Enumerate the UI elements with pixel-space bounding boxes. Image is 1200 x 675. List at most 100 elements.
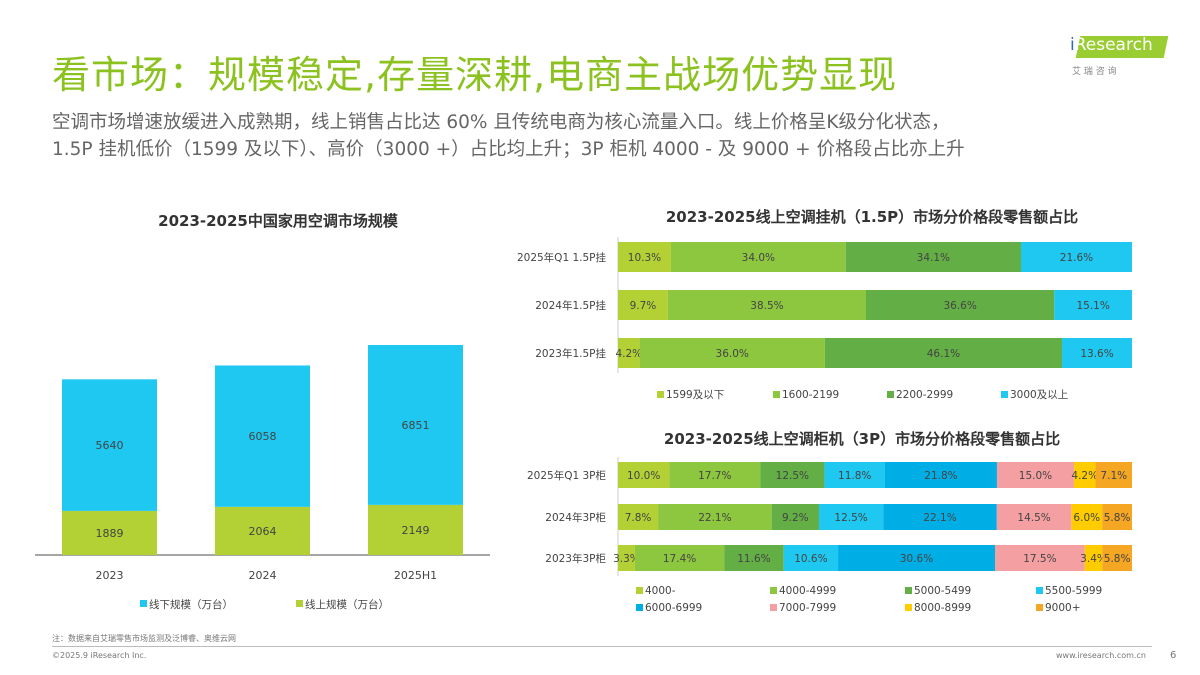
chart-title-1p5: 2023-2025线上空调挂机（1.5P）市场分价格段零售额占比 [665,208,1079,226]
subtitle-line-1: 空调市场增速放缓进入成熟期，线上销售占比达 60% 且传统电商为核心流量入口。线… [52,112,950,133]
category-label: 2023年3P柜 [545,552,606,565]
data-label: 7.1% [1100,470,1127,482]
bar-segment [771,504,819,530]
legend-swatch [770,587,777,594]
bar-segment [838,545,996,571]
legend-label: 2200-2999 [896,389,953,401]
bar-segment [845,242,1021,272]
data-label: 12.5% [776,470,809,482]
data-label: 2149 [402,524,430,537]
legend-swatch [905,604,912,611]
bar-2025H1-1 [368,345,463,505]
category-label: 2024年3P柜 [545,511,606,524]
bar-segment [724,545,784,571]
website-link[interactable]: www.iresearch.com.cn [1056,651,1146,660]
legend-swatch [887,391,894,398]
bar-segment [1102,504,1132,530]
bar-segment [995,545,1085,571]
logo-subtext: 艾 瑞 咨 询 [1072,67,1117,77]
data-label: 22.1% [923,512,956,524]
category-label: 2025H1 [394,569,437,582]
subtitle-line-2: 1.5P 挂机低价（1599 及以下）、高价（3000 +）占比均上升；3P 柜… [52,139,965,160]
category-label: 2023 [96,569,124,582]
logo-text: Research [1074,35,1153,55]
bar-segment [658,504,772,530]
bar-segment [783,545,839,571]
data-label: 21.8% [924,470,957,482]
legend-swatch [636,587,643,594]
legend-swatch [296,600,303,607]
data-label: 36.6% [943,300,976,312]
category-label: 2025年Q1 3P柜 [527,469,606,482]
bar-segment [618,504,659,530]
data-label: 17.7% [698,470,731,482]
bar-2025H1-0 [368,504,463,555]
bar-segment [1062,338,1132,368]
legend-label: 线下规模（万台） [149,598,233,611]
page-number: 6 [1170,650,1177,661]
bar-segment [1084,545,1103,571]
bar-segment [818,504,884,530]
data-label: 15.0% [1019,470,1052,482]
data-label: 1889 [96,527,124,540]
bar-segment [996,504,1072,530]
bar-segment [618,242,671,272]
data-label: 2064 [249,525,277,538]
data-label: 14.5% [1017,512,1050,524]
data-label: 17.5% [1023,553,1056,565]
page-title: 看市场：规模稳定,存量深耕,电商主战场优势显现 [52,53,898,97]
bar-segment [1054,290,1132,320]
bar-segment [667,290,866,320]
bar-segment [1102,545,1132,571]
category-label: 2023年1.5P挂 [535,347,606,360]
bar-segment [824,462,886,488]
legend-label: 9000+ [1045,602,1081,614]
data-label: 5640 [96,439,124,452]
legend-swatch [1036,587,1043,594]
bar-segment [885,462,997,488]
legend-swatch [1001,391,1008,398]
data-label: 6851 [402,419,430,432]
bar-segment [883,504,997,530]
bar-segment [670,242,846,272]
bar-segment [634,545,725,571]
bar-segment [1073,462,1096,488]
legend-swatch [905,587,912,594]
bar-2024-1 [215,365,310,507]
data-label: 11.6% [737,553,770,565]
legend-label: 线上规模（万台） [305,598,389,611]
legend-swatch [773,391,780,398]
data-label: 6058 [249,430,277,443]
legend-swatch [1036,604,1043,611]
data-label: 12.5% [834,512,867,524]
data-label: 4.2% [615,348,642,360]
legend-label: 7000-7999 [779,602,836,614]
bar-segment [824,338,1063,368]
data-label: 46.1% [927,348,960,360]
category-label: 2025年Q1 1.5P挂 [517,251,607,264]
bar-2024-0 [215,506,310,555]
copyright: ©2025.9 iResearch Inc. [52,651,147,660]
chart-title-market-size: 2023-2025中国家用空调市场规模 [158,212,398,230]
bar-segment [669,462,761,488]
data-label: 21.6% [1060,252,1093,264]
data-label: 5.8% [1104,512,1131,524]
legend-label: 4000-4999 [779,585,836,597]
bar-segment [618,545,635,571]
data-label: 10.6% [794,553,827,565]
data-label: 9.2% [782,512,809,524]
bar-2023-0 [62,510,157,555]
bar-segment [996,462,1074,488]
bar-segment [639,338,825,368]
bar-segment [618,290,668,320]
legend-swatch [657,391,664,398]
iresearch-logo: iResearch 艾 瑞 咨 询 [1068,32,1169,82]
legend-swatch [636,604,643,611]
data-label: 38.5% [750,300,783,312]
data-label: 4.2% [1071,470,1098,482]
legend-label: 1599及以下 [666,389,724,401]
footnote: 注：数据来自艾瑞零售市场监测及泛博睿、奥维云网 [52,634,236,643]
bar-segment [1020,242,1132,272]
data-label: 22.1% [698,512,731,524]
